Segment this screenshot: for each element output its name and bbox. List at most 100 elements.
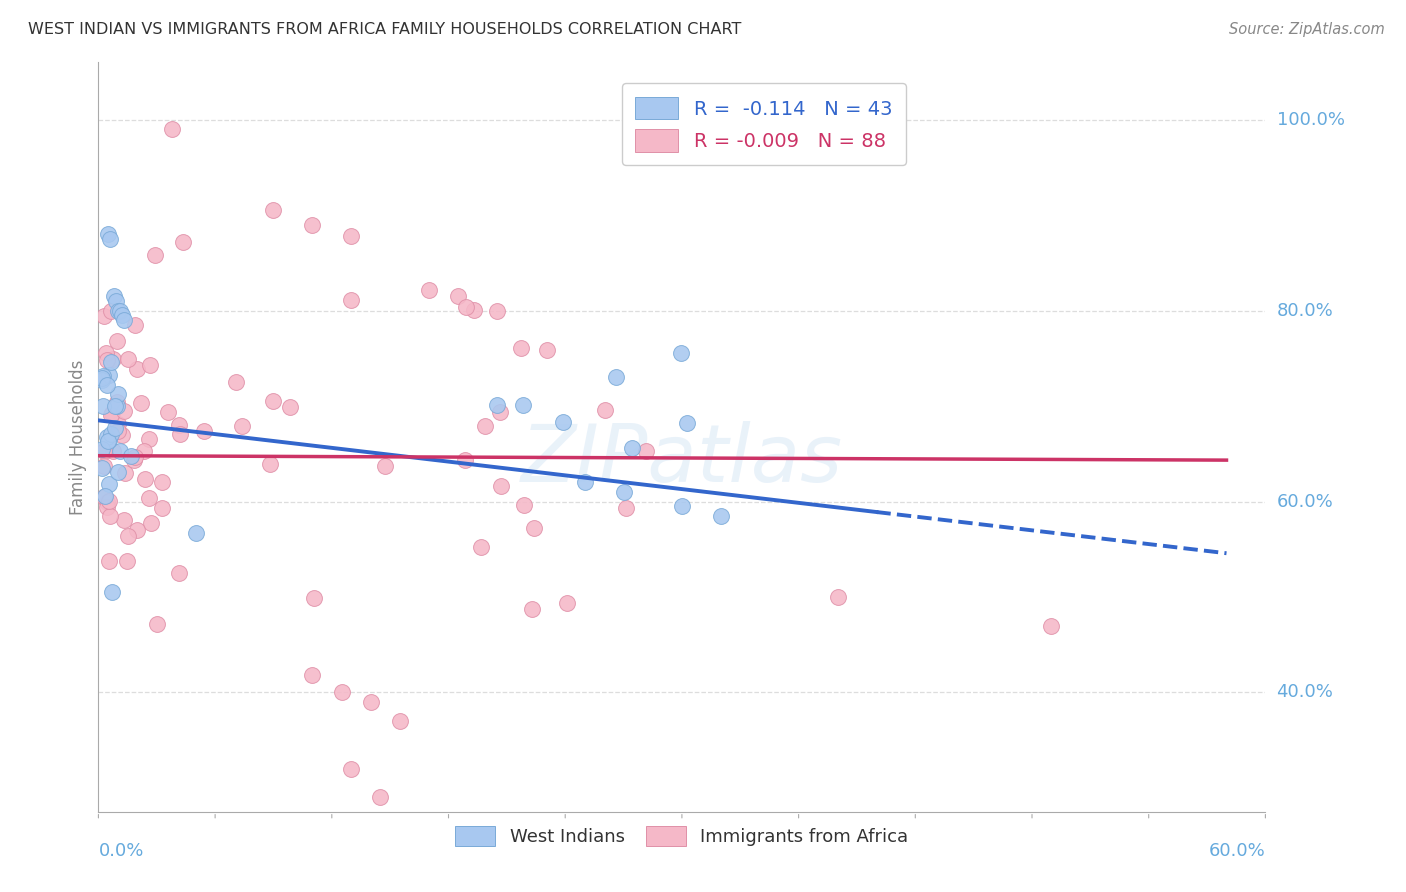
Point	[138, 432, 160, 446]
Point	[107, 465, 129, 479]
Point	[139, 516, 162, 530]
Point	[339, 293, 361, 308]
Point	[710, 508, 733, 523]
Point	[486, 303, 509, 318]
Text: ZIPatlas: ZIPatlas	[520, 420, 844, 499]
Point	[100, 304, 122, 318]
Point	[104, 294, 127, 309]
Point	[138, 491, 160, 506]
Point	[122, 452, 145, 467]
Point	[112, 403, 135, 417]
Point	[107, 424, 129, 438]
Point	[278, 401, 301, 415]
Point	[676, 417, 699, 431]
Point	[91, 371, 114, 385]
Point	[117, 351, 139, 366]
Point	[302, 591, 325, 605]
Point	[97, 476, 120, 491]
Point	[536, 343, 558, 357]
Point	[101, 444, 124, 458]
Point	[167, 417, 190, 432]
Point	[184, 525, 207, 540]
Point	[614, 501, 637, 516]
Y-axis label: Family Households: Family Households	[69, 359, 87, 515]
Point	[105, 395, 128, 409]
Point	[340, 762, 363, 776]
Point	[114, 466, 136, 480]
Point	[523, 521, 546, 535]
Point	[107, 417, 129, 431]
Point	[117, 529, 139, 543]
Point	[93, 490, 115, 504]
Point	[370, 790, 392, 805]
Point	[574, 475, 596, 490]
Point	[520, 602, 543, 616]
Point	[93, 369, 115, 384]
Point	[593, 403, 616, 417]
Point	[340, 229, 363, 244]
Point	[167, 566, 190, 580]
Point	[262, 203, 284, 218]
Point	[94, 346, 117, 360]
Point	[489, 479, 512, 493]
Point	[120, 450, 142, 464]
Text: 40.0%: 40.0%	[1277, 683, 1333, 701]
Point	[124, 318, 146, 332]
Point	[98, 232, 121, 246]
Point	[231, 418, 253, 433]
Point	[96, 500, 118, 514]
Point	[162, 122, 184, 136]
Point	[634, 444, 657, 458]
Point	[259, 457, 281, 471]
Point	[96, 495, 118, 509]
Point	[111, 309, 134, 323]
Text: WEST INDIAN VS IMMIGRANTS FROM AFRICA FAMILY HOUSEHOLDS CORRELATION CHART: WEST INDIAN VS IMMIGRANTS FROM AFRICA FA…	[28, 22, 741, 37]
Point	[454, 453, 477, 467]
Point	[97, 554, 120, 568]
Point	[512, 498, 534, 512]
Point	[94, 489, 117, 503]
Point	[1040, 618, 1063, 632]
Point	[96, 352, 118, 367]
Point	[100, 426, 122, 441]
Point	[97, 433, 120, 447]
Text: 100.0%: 100.0%	[1277, 111, 1344, 128]
Point	[98, 508, 121, 523]
Point	[463, 302, 485, 317]
Point	[418, 283, 440, 297]
Point	[470, 540, 492, 554]
Point	[301, 218, 323, 232]
Point	[132, 444, 155, 458]
Point	[512, 398, 534, 412]
Point	[117, 554, 139, 568]
Point	[96, 430, 118, 444]
Point	[105, 399, 128, 413]
Point	[374, 458, 396, 473]
Point	[510, 341, 533, 355]
Point	[388, 714, 411, 728]
Point	[124, 450, 146, 464]
Point	[551, 415, 574, 429]
Text: 80.0%: 80.0%	[1277, 301, 1333, 319]
Point	[98, 493, 121, 508]
Point	[169, 427, 191, 442]
Point	[139, 359, 162, 373]
Point	[93, 443, 115, 458]
Point	[107, 334, 129, 349]
Point	[225, 375, 247, 389]
Point	[101, 351, 124, 366]
Point	[111, 428, 134, 442]
Point	[125, 523, 148, 537]
Point	[100, 406, 122, 420]
Text: 60.0%: 60.0%	[1277, 492, 1333, 510]
Point	[100, 355, 122, 369]
Point	[127, 361, 149, 376]
Point	[103, 289, 125, 303]
Point	[91, 442, 114, 457]
Point	[93, 310, 115, 324]
Point	[101, 585, 124, 599]
Point	[360, 695, 382, 709]
Point	[555, 597, 578, 611]
Point	[100, 409, 122, 423]
Point	[301, 668, 323, 682]
